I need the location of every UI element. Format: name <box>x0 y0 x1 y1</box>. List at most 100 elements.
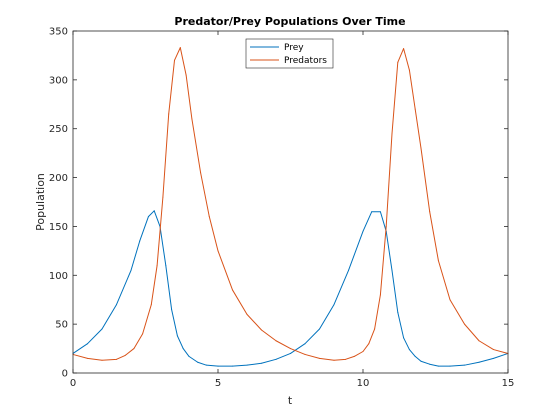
data-point-prey <box>232 365 233 367</box>
data-point-prey <box>116 304 117 306</box>
data-point-prey <box>130 269 132 271</box>
data-point-predators <box>353 355 355 357</box>
data-point-predators <box>478 340 480 342</box>
data-point-prey <box>408 349 410 351</box>
data-point-predators <box>168 113 170 115</box>
series-layer <box>72 47 509 367</box>
legend-label-prey: Prey <box>284 43 304 53</box>
data-point-prey <box>246 364 248 366</box>
data-point-predators <box>191 118 193 120</box>
data-point-prey <box>139 240 141 242</box>
data-point-predators <box>391 133 393 135</box>
y-tick-label: 0 <box>62 369 68 380</box>
chart-title: Predator/Prey Populations Over Time <box>174 15 405 28</box>
data-point-prey <box>275 358 277 360</box>
data-point-predators <box>275 340 277 342</box>
legend-box <box>245 38 334 69</box>
data-point-predators <box>179 47 181 49</box>
data-point-predators <box>304 353 306 355</box>
data-point-prey <box>362 230 364 232</box>
data-point-prey <box>449 365 451 367</box>
data-point-prey <box>153 210 155 212</box>
data-point-predators <box>156 265 158 267</box>
data-point-predators <box>217 250 219 252</box>
data-point-prey <box>397 311 399 313</box>
data-point-predators <box>200 172 202 174</box>
data-point-prey <box>87 343 88 345</box>
data-point-prey <box>464 364 465 366</box>
data-point-predators <box>101 359 103 361</box>
data-point-predators <box>420 147 422 149</box>
y-tick-label: 300 <box>49 75 68 86</box>
data-point-predators <box>185 74 187 76</box>
data-point-predators <box>408 69 410 71</box>
data-point-prey <box>371 211 373 213</box>
data-point-prey <box>217 365 219 367</box>
data-point-prey <box>348 269 349 271</box>
y-tick-label: 350 <box>49 27 68 38</box>
data-point-predators <box>385 225 387 227</box>
data-point-prey <box>176 335 178 337</box>
data-point-predators <box>87 357 88 359</box>
data-point-predators <box>403 48 405 50</box>
data-point-prey <box>391 269 393 271</box>
x-tick-label: 15 <box>502 378 515 389</box>
data-point-predators <box>333 359 335 361</box>
data-point-predators <box>142 333 144 335</box>
data-point-predators <box>362 351 364 352</box>
data-point-predators <box>116 358 117 360</box>
data-point-predators <box>290 348 291 350</box>
x-tick-label: 10 <box>357 378 370 389</box>
data-point-prey <box>188 355 190 357</box>
data-point-predators <box>232 289 233 291</box>
data-point-prey <box>182 348 184 350</box>
data-point-predators <box>174 59 175 61</box>
data-point-prey <box>101 328 103 330</box>
data-point-prey <box>261 362 262 364</box>
data-point-prey <box>290 352 291 354</box>
data-point-predators <box>124 354 126 356</box>
data-point-predators <box>368 343 370 345</box>
x-tick-label: 5 <box>215 378 221 389</box>
data-point-predators <box>429 211 431 213</box>
y-tick-label: 250 <box>49 124 68 135</box>
y-tick-label: 200 <box>49 173 68 184</box>
data-point-predators <box>464 323 465 325</box>
x-tick-label: 0 <box>70 378 76 389</box>
plot-area <box>73 31 508 373</box>
data-point-predators <box>379 294 381 296</box>
x-axis-ticks: 0 5 10 15 <box>70 31 515 389</box>
data-point-prey <box>333 304 335 306</box>
data-point-predators <box>397 61 399 63</box>
y-tick-label: 150 <box>49 222 68 233</box>
data-point-predators <box>208 216 210 218</box>
data-point-prey <box>478 361 480 363</box>
data-point-prey <box>304 343 306 345</box>
x-axis-label: t <box>288 394 293 407</box>
data-point-predators <box>246 313 248 315</box>
y-tick-label: 100 <box>49 271 68 282</box>
data-point-predators <box>319 357 320 359</box>
data-point-predators <box>162 196 164 198</box>
data-point-prey <box>414 355 416 357</box>
data-point-predators <box>374 328 376 330</box>
data-point-prey <box>437 365 439 367</box>
data-point-prey <box>493 357 494 359</box>
data-point-predators <box>414 108 416 110</box>
data-point-predators <box>449 299 451 301</box>
data-point-prey <box>165 265 167 267</box>
axes-box <box>72 30 509 374</box>
legend: Prey Predators <box>245 38 334 69</box>
data-point-predators <box>150 304 152 306</box>
y-axis-ticks: 0 50 100 150 200 250 300 350 <box>49 27 508 380</box>
data-point-prey <box>403 337 405 339</box>
legend-label-predators: Predators <box>284 56 327 66</box>
data-point-prey <box>379 211 381 213</box>
data-point-prey <box>205 364 207 366</box>
data-point-prey <box>197 361 199 363</box>
data-point-predators <box>261 329 262 331</box>
data-point-predators <box>345 358 347 360</box>
data-point-predators <box>437 260 439 262</box>
data-point-prey <box>319 328 320 330</box>
